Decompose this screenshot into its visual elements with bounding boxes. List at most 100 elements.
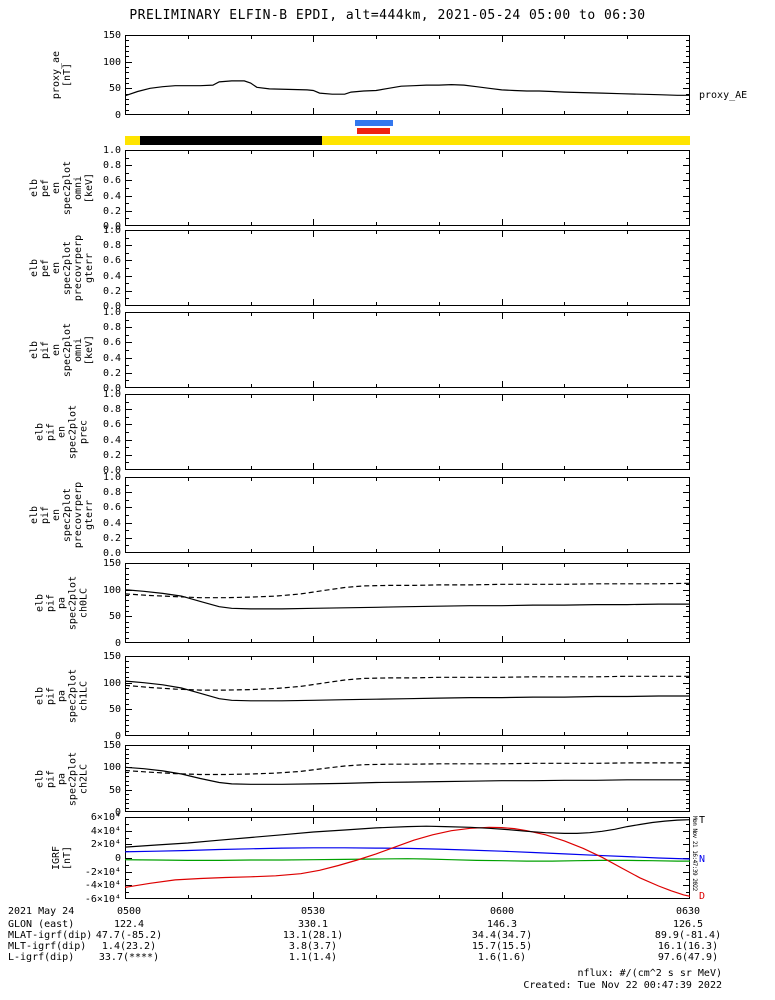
panel-canvas (125, 230, 691, 307)
panel-canvas (125, 477, 691, 554)
panel-canvas (125, 312, 691, 389)
nflux-units-note: nflux: #/(cm^2 s sr MeV) (577, 968, 723, 979)
y-tick-label: 100 (102, 56, 121, 68)
panel-label-pef-omni: elb pef en spec2plot omni [keV] (29, 160, 95, 216)
y-tick-label: 4×10⁴ (90, 825, 121, 837)
y-tick-label: 0.8 (102, 160, 121, 172)
y-tick-label: 1.0 (102, 389, 121, 400)
y-tick-label: 1.0 (102, 472, 121, 483)
panel-canvas (124, 817, 691, 900)
time-tick-label: 0530 (300, 906, 326, 917)
series-losscone (124, 766, 690, 785)
y-tick-label: 0.6 (102, 255, 121, 267)
y-tick-label: 0.6 (102, 337, 121, 349)
y-tick-label: 0.0 (102, 301, 121, 312)
y-tick-label: 0.8 (102, 322, 121, 334)
y-tick-label: 150 (102, 558, 121, 569)
y-tick-label: 0.0 (102, 548, 121, 559)
table-cell: 15.7(15.5) (471, 941, 533, 952)
panel-proxy-ae (124, 35, 691, 116)
row-label: GLON (east) (8, 919, 75, 930)
row-label: MLT-igrf(dip) (8, 941, 87, 952)
y-tick-label: 0.8 (102, 240, 121, 252)
panel-label-ch2lc: elb pif pa spec2plot ch2LC (34, 751, 90, 806)
panel-canvas (124, 563, 691, 644)
table-cell: 1.4(23.2) (101, 941, 157, 952)
y-tick-label: 50 (108, 784, 121, 796)
table-cell: 33.7(****) (98, 952, 160, 963)
y-tick-label: 0 (114, 807, 121, 818)
panel-elb-pef-en-spec2plot-omni (125, 150, 691, 227)
y-tick-label: 1.0 (102, 145, 121, 156)
panel-elb-pif-pa-spec2plot-ch1lc (124, 656, 691, 737)
table-cell: 330.1 (297, 919, 329, 930)
y-tick-label: 50 (108, 83, 121, 95)
panel-label-pif-prec: elb pif en spec2plot prec (34, 404, 90, 460)
series-label-D: D (699, 891, 706, 903)
y-tick-label: 0.2 (102, 367, 121, 379)
y-tick-label: 0.0 (102, 465, 121, 476)
table-cell: 146.3 (486, 919, 518, 930)
y-tick-label: 0.6 (102, 175, 121, 187)
table-cell: 13.1(28.1) (282, 930, 344, 941)
y-tick-label: 0 (114, 731, 121, 742)
panel-igrf (124, 817, 691, 900)
series-antilosscone (124, 582, 691, 599)
panel-canvas (124, 656, 691, 737)
y-tick-label: 50 (108, 611, 121, 623)
series-proxy_AE (124, 80, 690, 97)
y-tick-label: 0.4 (102, 434, 121, 446)
science-zone-marker (354, 120, 394, 126)
panel-label-igrf: IGRF [nT] (51, 845, 73, 871)
y-tick-label: 0.4 (102, 517, 121, 529)
panel-label-pif-gterr: elb pif en spec2plot precovrperp gterr (29, 481, 95, 549)
y-tick-label: 0.2 (102, 532, 121, 544)
panel-elb-pef-en-spec2plot-precovrperp-gterr (125, 230, 691, 307)
y-tick-label: 1.0 (102, 225, 121, 236)
y-tick-label: 0.6 (102, 502, 121, 514)
table-cell: 89.9(-81.4) (654, 930, 722, 941)
row-label: L-igrf(dip) (8, 952, 75, 963)
series-label-T: T (699, 814, 706, 826)
y-tick-label: 150 (102, 30, 121, 41)
y-tick-label: 0 (114, 853, 121, 864)
series-D (124, 826, 691, 897)
panel-elb-pif-pa-spec2plot-ch0lc (124, 563, 691, 644)
y-tick-label: 0.2 (102, 285, 121, 297)
series-losscone (124, 589, 690, 610)
series-antilosscone (124, 675, 690, 691)
table-cell: 47.7(-85.2) (95, 930, 163, 941)
panel-label-pif-omni: elb pif en spec2plot omni [keV] (29, 322, 95, 378)
date-label: 2021 May 24 (8, 906, 75, 917)
y-tick-label: 0.4 (102, 270, 121, 282)
created-timestamp: Created: Tue Nov 22 00:47:39 2022 (523, 980, 722, 991)
time-tick-label: 0600 (489, 906, 515, 917)
series-T (124, 819, 691, 848)
y-tick-label: 150 (102, 651, 121, 662)
table-cell: 97.6(47.9) (657, 952, 719, 963)
y-tick-label: 0.0 (102, 383, 121, 394)
y-tick-label: 2×10⁴ (90, 839, 121, 851)
table-cell: 1.6(1.6) (477, 952, 527, 963)
series-N (124, 847, 691, 860)
series-antilosscone (124, 762, 690, 776)
y-tick-label: 0.4 (102, 190, 121, 202)
panel-canvas (125, 150, 691, 227)
table-cell: 34.4(34.7) (471, 930, 533, 941)
y-tick-label: 0.8 (102, 404, 121, 416)
table-cell: 3.8(3.7) (288, 941, 338, 952)
page-title: PRELIMINARY ELFIN-B EPDI, alt=444km, 202… (129, 8, 646, 23)
table-cell: 122.4 (113, 919, 145, 930)
y-tick-label: 100 (102, 762, 121, 774)
panel-canvas (125, 394, 691, 471)
series-label-N: N (699, 854, 706, 866)
y-tick-label: 0.8 (102, 487, 121, 499)
y-tick-label: 0.6 (102, 419, 121, 431)
time-tick-label: 0630 (675, 906, 701, 917)
y-tick-label: 0 (114, 110, 121, 121)
panel-label-ch1lc: elb pif pa spec2plot ch1LC (34, 668, 90, 724)
row-label: MLAT-igrf(dip) (8, 930, 93, 941)
table-cell: 1.1(1.4) (288, 952, 338, 963)
